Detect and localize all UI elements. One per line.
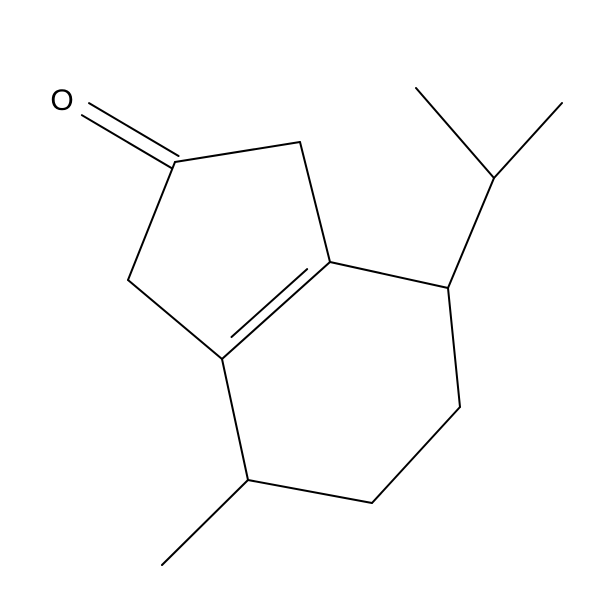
bond-line	[82, 115, 172, 168]
atom-label-O: O	[50, 84, 73, 117]
bond-line	[372, 407, 460, 503]
bond-line	[300, 142, 330, 262]
molecule-diagram: O	[0, 0, 600, 600]
bond-line	[175, 142, 300, 162]
bond-line	[222, 359, 248, 480]
bond-line	[128, 162, 175, 280]
bond-line	[248, 480, 372, 503]
bond-line	[330, 262, 448, 288]
bond-line	[448, 288, 460, 407]
bond-line	[448, 178, 494, 288]
bond-line	[89, 103, 179, 156]
bond-line	[128, 280, 222, 359]
bond-line	[232, 269, 308, 337]
bond-line	[494, 103, 562, 178]
bond-line	[416, 88, 494, 178]
bond-line	[222, 262, 330, 359]
bond-line	[162, 480, 248, 565]
